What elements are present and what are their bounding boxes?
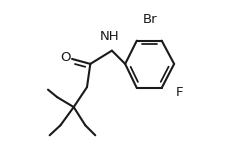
Text: F: F	[175, 86, 183, 99]
Text: O: O	[60, 51, 71, 64]
Text: Br: Br	[143, 13, 158, 26]
Text: NH: NH	[100, 30, 119, 43]
